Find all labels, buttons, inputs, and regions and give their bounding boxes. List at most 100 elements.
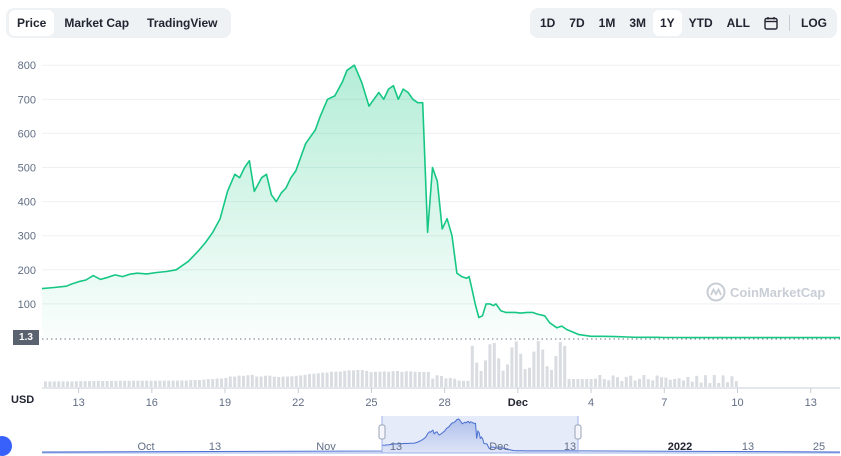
tab-tradingview[interactable]: TradingView — [147, 16, 218, 30]
y-tick-label: 100 — [18, 299, 36, 311]
volume-bar — [316, 373, 320, 387]
volume-bar — [167, 380, 171, 387]
volume-bar — [677, 378, 681, 387]
volume-bar — [492, 343, 496, 387]
volume-bar — [48, 381, 52, 387]
tab-price[interactable]: Price — [9, 10, 55, 36]
volume-bar — [642, 375, 646, 387]
x-tick-label: 28 — [439, 397, 451, 409]
currency-label: USD — [11, 394, 35, 406]
volume-bar — [602, 379, 606, 387]
volume-bar — [488, 344, 492, 387]
volume-bar — [57, 381, 61, 387]
volume-bar — [422, 371, 426, 387]
volume-bar — [673, 378, 677, 387]
volume-bar — [83, 381, 87, 387]
y-tick-label: 200 — [18, 265, 36, 277]
volume-bar — [374, 371, 377, 387]
x-tick-label: 13 — [72, 397, 84, 409]
range-3m[interactable]: 3M — [629, 16, 646, 30]
volume-bar — [294, 375, 298, 387]
volume-bar — [712, 375, 716, 387]
volume-bar — [382, 371, 386, 387]
range-7d[interactable]: 7D — [569, 16, 585, 30]
volume-bar — [620, 380, 624, 387]
x-tick-label: Dec — [508, 397, 528, 409]
volume-bar — [184, 380, 188, 387]
range-1d[interactable]: 1D — [539, 16, 556, 30]
volume-bar — [220, 378, 223, 387]
volume-bar — [299, 375, 303, 387]
volume-bar — [149, 380, 153, 387]
range-1y[interactable]: 1Y — [652, 10, 682, 36]
watermark-text: CoinMarketCap — [730, 284, 826, 300]
volume-bar — [651, 380, 655, 387]
volume-bar — [233, 376, 237, 387]
volume-bar — [426, 371, 430, 387]
x-tick-label: 16 — [146, 397, 158, 409]
volume-bar — [699, 382, 703, 387]
volume-bar — [646, 379, 650, 387]
volume-bar — [497, 358, 501, 387]
volume-bar — [140, 380, 144, 387]
volume-bar — [690, 381, 694, 387]
volume-bar — [660, 377, 663, 387]
volume-bar — [457, 380, 461, 387]
volume-bar — [171, 380, 175, 387]
volume-bar — [303, 374, 307, 387]
volume-bar — [475, 362, 479, 387]
volume-bar — [70, 381, 74, 387]
volume-bar — [343, 370, 347, 387]
volume-bar — [479, 370, 483, 387]
volume-bar — [162, 380, 166, 387]
volume-bar — [321, 372, 325, 387]
volume-bar — [721, 375, 725, 387]
range-ytd[interactable]: YTD — [688, 16, 713, 30]
calendar-icon[interactable] — [757, 15, 785, 31]
navigator-line — [41, 418, 841, 453]
volume-bar — [695, 375, 699, 387]
tab-market-cap[interactable]: Market Cap — [64, 16, 130, 30]
volume-bar — [286, 376, 289, 387]
price-area — [42, 65, 840, 338]
volume-bar — [308, 374, 311, 387]
chart-type-tabs: Price Market Cap TradingView — [6, 8, 231, 38]
y-tick-label: 300 — [18, 231, 36, 243]
volume-bar — [598, 375, 602, 387]
range-1m[interactable]: 1M — [598, 16, 616, 30]
volume-bar — [734, 381, 738, 387]
volume-bar — [268, 375, 272, 387]
volume-bar — [717, 382, 721, 387]
volume-bar — [176, 380, 179, 387]
volume-bar — [453, 378, 457, 387]
time-range-selector: 1D 7D 1M 3M 1Y YTD ALL LOG — [529, 8, 837, 38]
range-all[interactable]: ALL — [726, 16, 750, 30]
x-tick-label: 10 — [731, 397, 743, 409]
volume-bar — [708, 382, 712, 387]
volume-bar — [189, 380, 193, 387]
volume-bar — [74, 381, 78, 387]
volume-bar — [101, 380, 105, 387]
volume-bar — [664, 377, 668, 387]
volume-bar — [145, 380, 149, 387]
volume-bar — [444, 378, 448, 387]
volume-bar — [92, 381, 96, 387]
volume-bar — [110, 380, 113, 387]
volume-bar — [114, 380, 118, 387]
volume-bar — [431, 378, 435, 387]
volume-bar — [198, 380, 201, 387]
x-tick-label: 25 — [365, 397, 377, 409]
log-scale-toggle[interactable]: LOG — [801, 16, 827, 30]
volume-bar — [682, 380, 685, 387]
volume-bar — [462, 380, 465, 387]
navigator-label: 13 — [742, 441, 754, 453]
y-tick-label: 700 — [18, 94, 36, 106]
volume-bar — [127, 380, 131, 387]
navigator-label: Oct — [137, 441, 154, 453]
volume-bar — [154, 380, 157, 387]
volume-bar — [330, 371, 333, 387]
volume-bar — [655, 375, 659, 387]
volume-bar — [580, 379, 584, 387]
volume-bar — [730, 376, 734, 387]
